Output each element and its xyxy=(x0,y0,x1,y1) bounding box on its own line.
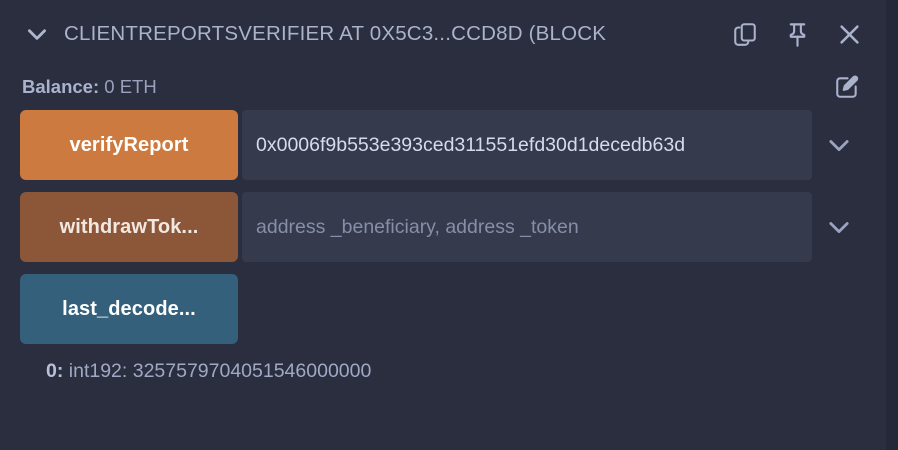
function-row-last_decoded: last_decode... xyxy=(20,274,866,344)
verifyReport-expand-chevron-down-icon[interactable] xyxy=(812,110,866,180)
close-icon[interactable] xyxy=(834,19,864,49)
panel-header: CLIENTREPORTSVERIFIER AT 0X5C3...CCD8D (… xyxy=(20,0,866,64)
call-result: 0: int192: 3257579704051546000000 xyxy=(20,354,866,383)
withdrawToken-expand-chevron-down-icon[interactable] xyxy=(812,192,866,262)
result-index: 0: xyxy=(46,360,64,382)
result-value: int192: 3257579704051546000000 xyxy=(68,360,372,382)
balance-row: Balance: 0 ETH xyxy=(20,64,866,110)
page-title: CLIENTREPORTSVERIFIER AT 0X5C3...CCD8D (… xyxy=(64,22,607,45)
withdrawToken-input[interactable]: address _beneficiary, address _token xyxy=(242,192,812,262)
copy-icon[interactable] xyxy=(730,19,760,49)
scroll-gutter[interactable] xyxy=(886,0,898,450)
verifyReport-button[interactable]: verifyReport xyxy=(20,110,238,180)
function-row-verifyReport: verifyReport 0x0006f9b553e393ced311551ef… xyxy=(20,110,866,180)
header-actions xyxy=(730,19,866,49)
verifyReport-input[interactable]: 0x0006f9b553e393ced311551efd30d1decedb63… xyxy=(242,110,812,180)
function-list: verifyReport 0x0006f9b553e393ced311551ef… xyxy=(20,110,866,344)
balance-value: 0 ETH xyxy=(104,76,157,97)
edit-pencil-square-icon[interactable] xyxy=(832,72,862,102)
withdrawToken-button[interactable]: withdrawTok... xyxy=(20,192,238,262)
collapse-chevron-down-icon[interactable] xyxy=(20,17,54,51)
pin-icon[interactable] xyxy=(782,19,812,49)
last_decoded-button[interactable]: last_decode... xyxy=(20,274,238,344)
function-row-withdrawToken: withdrawTok... address _beneficiary, add… xyxy=(20,192,866,262)
balance-text: Balance: 0 ETH xyxy=(22,76,157,98)
balance-label: Balance: xyxy=(22,76,100,97)
